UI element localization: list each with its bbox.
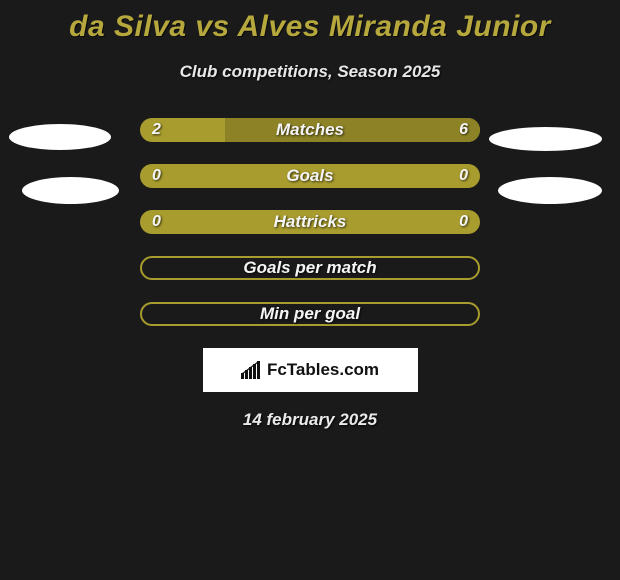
page-title: da Silva vs Alves Miranda Junior	[0, 0, 620, 44]
stat-row: Goals0 0	[140, 164, 480, 188]
player-ellipse	[498, 177, 602, 204]
stat-row: Min per goal	[140, 302, 480, 326]
stat-left-value: 0	[152, 164, 161, 188]
stat-left-value: 0	[152, 210, 161, 234]
bar-chart-icon	[241, 361, 263, 379]
stat-left-value: 2	[152, 118, 161, 142]
stat-label: Min per goal	[140, 302, 480, 326]
subtitle: Club competitions, Season 2025	[0, 62, 620, 82]
stat-row: Hattricks0 0	[140, 210, 480, 234]
stat-right-value: 0	[459, 210, 468, 234]
stat-label: Goals	[140, 164, 480, 188]
player-ellipse	[489, 127, 602, 151]
stat-right-value: 0	[459, 164, 468, 188]
stat-label: Hattricks	[140, 210, 480, 234]
logo-box: FcTables.com	[203, 348, 418, 392]
stat-label: Goals per match	[140, 256, 480, 280]
logo-text: FcTables.com	[267, 360, 379, 380]
player-ellipse	[22, 177, 119, 204]
stat-right-value: 6	[459, 118, 468, 142]
date-text: 14 february 2025	[0, 410, 620, 430]
stat-row: Goals per match	[140, 256, 480, 280]
player-ellipse	[9, 124, 111, 150]
stat-label: Matches	[140, 118, 480, 142]
stat-row: Matches2 6	[140, 118, 480, 142]
